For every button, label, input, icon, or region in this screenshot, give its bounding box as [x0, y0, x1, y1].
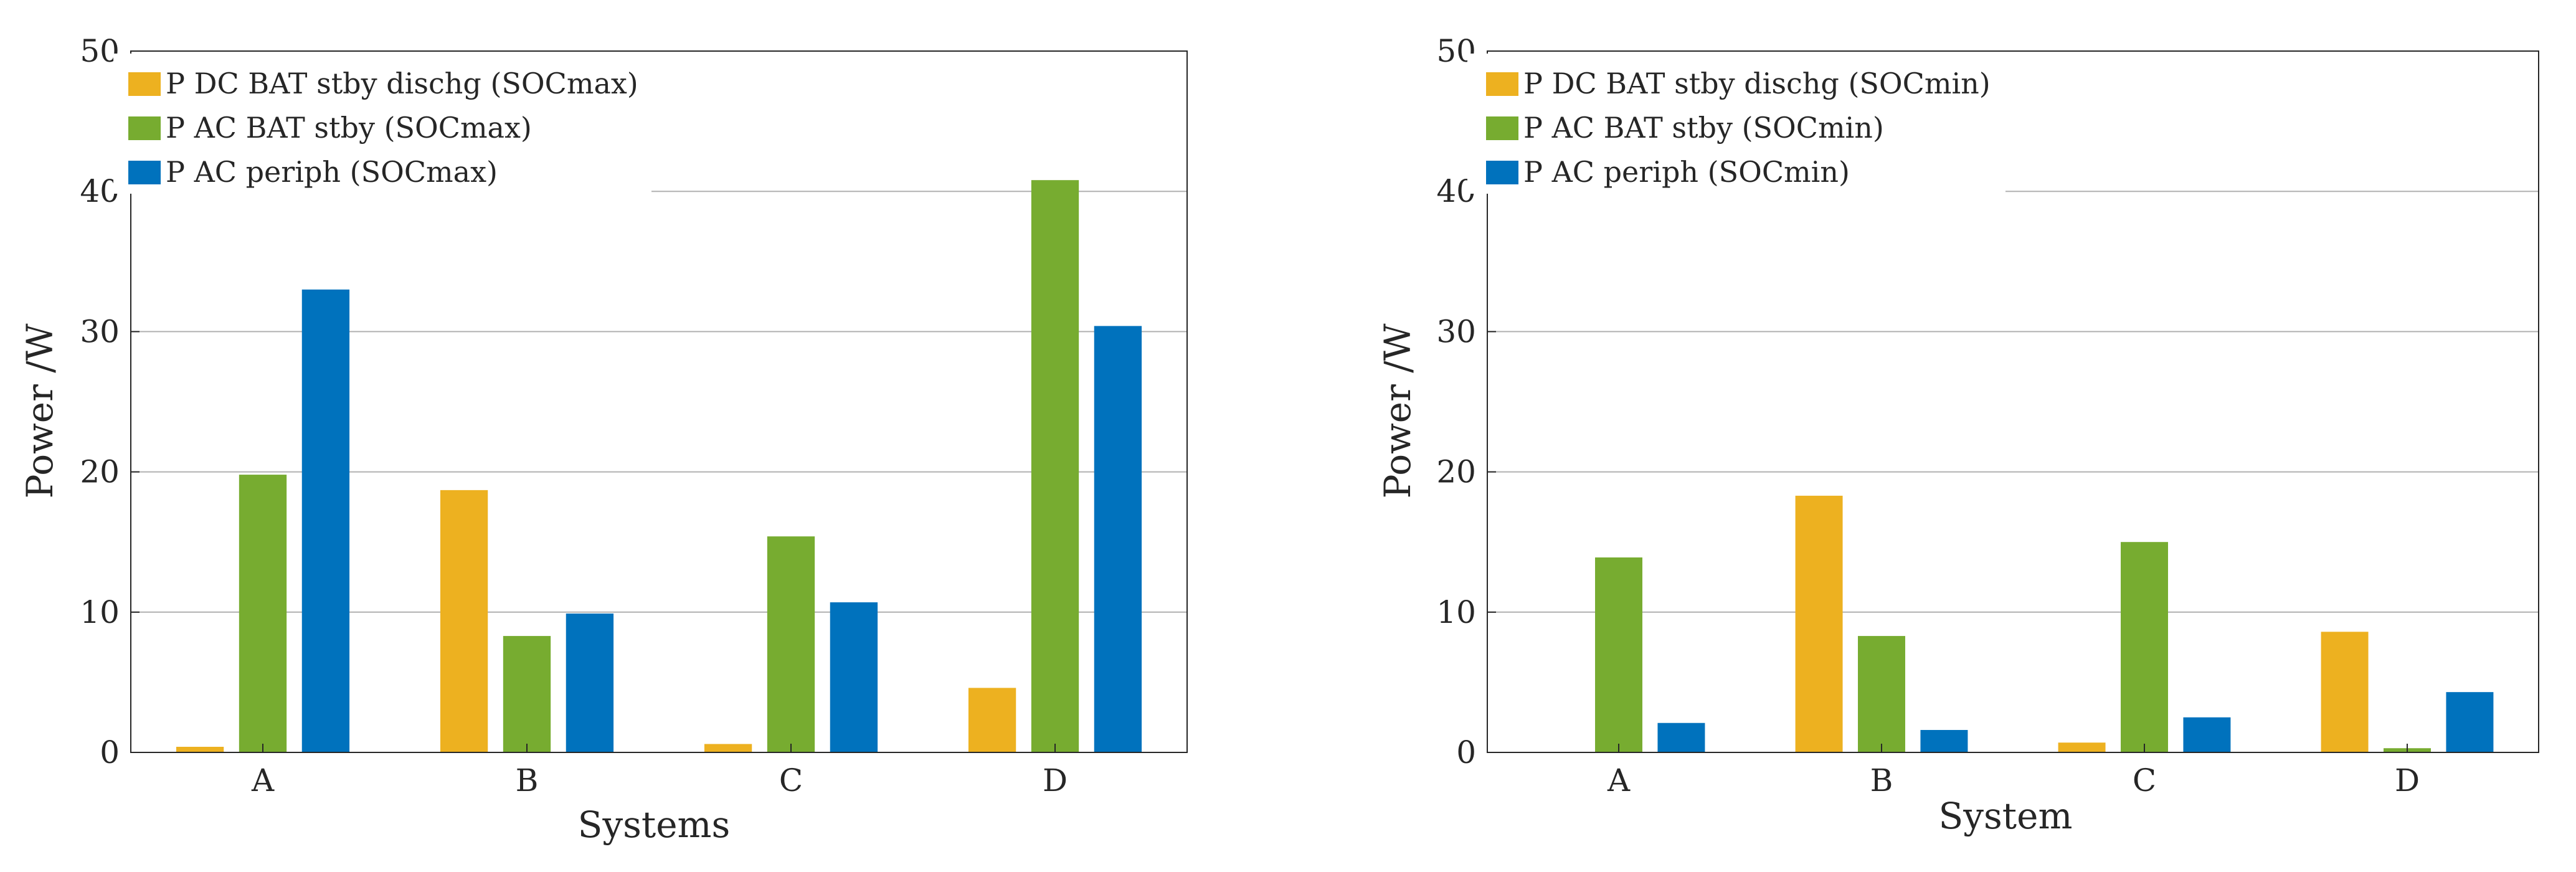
chart-left: 0 10 20 30 40 50 A B C D Systems Power /W P DC B…: [19, 33, 1188, 846]
left-y-tick-label: 30: [80, 313, 120, 349]
left-y-tick-label: 0: [100, 734, 120, 770]
left-bar-A-series-2: [239, 475, 287, 752]
left-bar-D-series-2: [1031, 180, 1079, 753]
left-bar-C-series-3: [830, 602, 878, 752]
right-legend-label-2: P AC BAT stby (SOCmin): [1523, 111, 1884, 145]
left-bar-D-series-3: [1094, 326, 1142, 752]
right-y-tick-label: 10: [1436, 594, 1476, 630]
left-x-tick-label-A: A: [251, 762, 275, 799]
left-y-tick-label: 10: [80, 594, 120, 630]
right-legend-label-1: P DC BAT stby dischg (SOCmin): [1523, 67, 1991, 100]
left-legend-label-3: P AC periph (SOCmax): [166, 155, 498, 189]
right-y-axis-label: Power /W: [1376, 323, 1419, 498]
left-bar-C-series-1: [704, 744, 752, 752]
left-x-axis-label: Systems: [578, 803, 731, 846]
right-x-tick-label-B: B: [1870, 762, 1893, 799]
left-legend: P DC BAT stby dischg (SOCmax) P AC BAT s…: [113, 54, 651, 194]
left-bar-A-series-1: [176, 746, 224, 752]
left-legend-swatch-3: [128, 161, 161, 184]
right-legend-box: [1467, 54, 2005, 194]
left-legend-swatch-1: [128, 72, 161, 96]
left-y-axis-label: Power /W: [19, 323, 61, 498]
right-bar-A-series-3: [1657, 723, 1705, 752]
left-gridlines: [131, 191, 1187, 613]
right-bar-C-series-3: [2183, 717, 2231, 752]
right-bar-B-series-3: [1920, 729, 1968, 752]
right-bar-D-series-3: [2446, 692, 2494, 752]
right-bar-A-series-2: [1595, 557, 1642, 752]
left-legend-box: [113, 54, 651, 194]
left-bar-B-series-1: [440, 490, 488, 752]
left-y-ticks: 0 10 20 30 40 50: [80, 33, 140, 770]
right-legend-swatch-1: [1486, 72, 1518, 96]
right-legend-label-3: P AC periph (SOCmin): [1523, 155, 1850, 189]
left-legend-label-2: P AC BAT stby (SOCmax): [166, 111, 532, 145]
left-plot-frame: [130, 50, 1188, 753]
right-x-tick-label-A: A: [1607, 762, 1631, 799]
right-bar-D-series-1: [2321, 632, 2369, 752]
left-y-tick-label: 40: [80, 173, 120, 209]
right-bar-B-series-2: [1858, 636, 1905, 752]
left-x-ticks: A B C D: [251, 744, 1068, 799]
right-bar-C-series-2: [2121, 542, 2168, 752]
right-y-tick-label: 20: [1436, 454, 1476, 490]
right-gridlines: [1487, 191, 2539, 613]
right-x-tick-label-C: C: [2133, 762, 2156, 799]
right-x-tick-label-D: D: [2395, 762, 2420, 799]
right-bars: [1595, 495, 2494, 752]
left-bar-B-series-2: [503, 636, 551, 752]
left-y-tick-label: 20: [80, 454, 120, 490]
left-x-tick-label-D: D: [1043, 762, 1068, 799]
right-x-ticks: A B C D: [1607, 744, 2420, 799]
left-legend-label-1: P DC BAT stby dischg (SOCmax): [166, 67, 638, 100]
left-legend-swatch-2: [128, 116, 161, 140]
right-bar-B-series-1: [1795, 495, 1843, 752]
left-bar-C-series-2: [767, 536, 815, 752]
left-bars: [176, 180, 1142, 753]
right-legend: P DC BAT stby dischg (SOCmin) P AC BAT s…: [1467, 54, 2005, 194]
right-plot-frame: [1487, 50, 2539, 753]
right-legend-swatch-2: [1486, 116, 1518, 140]
right-y-tick-label: 30: [1436, 313, 1476, 349]
left-x-tick-label-B: B: [516, 762, 539, 799]
left-bar-D-series-1: [968, 688, 1016, 752]
left-bar-A-series-3: [301, 289, 350, 753]
left-y-tick-label: 50: [80, 33, 120, 69]
left-x-tick-label-C: C: [779, 762, 803, 799]
right-y-tick-label: 0: [1456, 734, 1476, 770]
right-bar-C-series-1: [2058, 742, 2106, 752]
left-bar-B-series-3: [566, 614, 614, 752]
right-x-axis-label: System: [1939, 795, 2073, 837]
right-legend-swatch-3: [1486, 161, 1518, 184]
